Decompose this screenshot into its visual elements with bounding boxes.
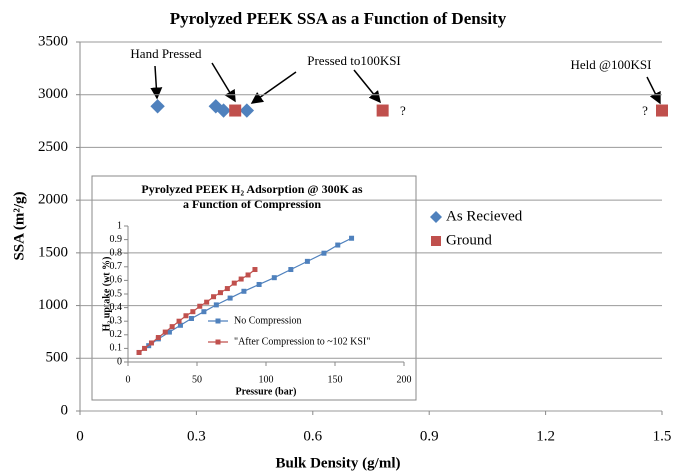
point xyxy=(142,345,148,351)
point xyxy=(431,236,441,246)
point xyxy=(271,275,277,281)
point xyxy=(252,267,258,273)
y-tick-label: 3000 xyxy=(38,86,68,102)
y-tick-label: 0.3 xyxy=(110,315,123,326)
annotation: ? xyxy=(400,103,406,118)
y-tick-label: 0.2 xyxy=(110,329,123,340)
annotation: Pressed to100KSI xyxy=(307,53,401,68)
point xyxy=(215,318,221,324)
point xyxy=(183,313,189,319)
x-tick-label: 0 xyxy=(126,374,131,385)
point xyxy=(201,309,207,315)
x-tick-label: 150 xyxy=(328,374,343,385)
point xyxy=(430,211,442,223)
x-tick-label: 0 xyxy=(76,428,84,444)
point xyxy=(656,104,668,117)
inset-y-label: H₂ uptake (wt %) xyxy=(101,257,112,332)
arrow xyxy=(646,76,661,105)
point xyxy=(241,288,247,294)
y-tick-label: 2500 xyxy=(38,139,68,155)
point xyxy=(136,349,142,355)
y-tick-label: 0.5 xyxy=(110,288,123,299)
y-tick-label: 0.1 xyxy=(110,343,123,354)
chart-title: Pyrolyzed PEEK SSA as a Function of Dens… xyxy=(170,9,507,28)
point xyxy=(335,242,341,248)
y-tick-label: 1000 xyxy=(38,297,68,313)
point xyxy=(150,99,165,114)
y-tick-label: 0.9 xyxy=(110,234,123,245)
legend-label: As Recieved xyxy=(446,208,523,224)
x-tick-label: 200 xyxy=(397,374,412,385)
point xyxy=(176,318,182,324)
point xyxy=(245,272,251,278)
point xyxy=(239,103,255,118)
point xyxy=(238,276,244,282)
y-tick-label: 0 xyxy=(117,356,122,367)
point xyxy=(256,281,262,287)
x-tick-label: 1.5 xyxy=(653,428,672,444)
x-tick-label: 0.3 xyxy=(187,428,206,444)
point xyxy=(155,335,161,341)
point xyxy=(162,329,168,335)
annotation: Held @100KSI xyxy=(571,57,652,72)
point xyxy=(227,295,233,301)
point xyxy=(288,267,294,273)
point xyxy=(349,235,355,241)
x-tick-label: 100 xyxy=(259,374,274,385)
x-tick-label: 50 xyxy=(192,374,202,385)
x-tick-label: 1.2 xyxy=(536,428,555,444)
point xyxy=(231,280,237,286)
point xyxy=(321,250,327,256)
y-tick-label: 0.6 xyxy=(110,275,123,286)
point xyxy=(190,309,196,315)
y-tick-label: 0 xyxy=(61,402,69,418)
point xyxy=(211,294,217,300)
point xyxy=(216,103,231,118)
x-axis-label: Bulk Density (g/ml) xyxy=(275,455,400,471)
point xyxy=(197,303,203,309)
legend-label: "After Compression to ~102 KSI" xyxy=(234,336,370,347)
point xyxy=(148,340,154,346)
point xyxy=(224,286,230,292)
y-tick-label: 0.8 xyxy=(110,247,123,258)
point xyxy=(213,302,219,308)
y-tick-label: 1 xyxy=(117,220,122,231)
inset-x-label: Pressure (bar) xyxy=(235,386,296,397)
y-tick-label: 2000 xyxy=(38,192,68,208)
point xyxy=(188,315,194,321)
y-tick-label: 500 xyxy=(46,350,69,366)
y-tick-label: 1500 xyxy=(38,244,68,260)
y-tick-label: 0.4 xyxy=(110,302,123,313)
point xyxy=(215,339,221,345)
point xyxy=(177,322,183,328)
annotation: Hand Pressed xyxy=(130,46,202,61)
point xyxy=(169,324,175,330)
point xyxy=(376,104,389,117)
x-tick-label: 0.6 xyxy=(303,428,322,444)
point xyxy=(166,329,172,335)
arrow xyxy=(150,65,163,100)
legend-label: No Compression xyxy=(234,315,302,326)
arrow xyxy=(211,62,236,103)
annotation: ? xyxy=(642,103,648,118)
y-tick-label: 3500 xyxy=(38,33,68,49)
point xyxy=(304,258,310,264)
point xyxy=(204,299,210,305)
y-axis-label: SSA (m²/g) xyxy=(11,191,27,260)
arrow xyxy=(353,69,381,104)
arrow xyxy=(250,71,297,104)
y-tick-label: 0.7 xyxy=(110,261,123,272)
point xyxy=(217,290,223,296)
inset-frame xyxy=(91,175,417,401)
point xyxy=(229,104,242,117)
x-tick-label: 0.9 xyxy=(420,428,439,444)
legend-label: Ground xyxy=(446,232,492,248)
